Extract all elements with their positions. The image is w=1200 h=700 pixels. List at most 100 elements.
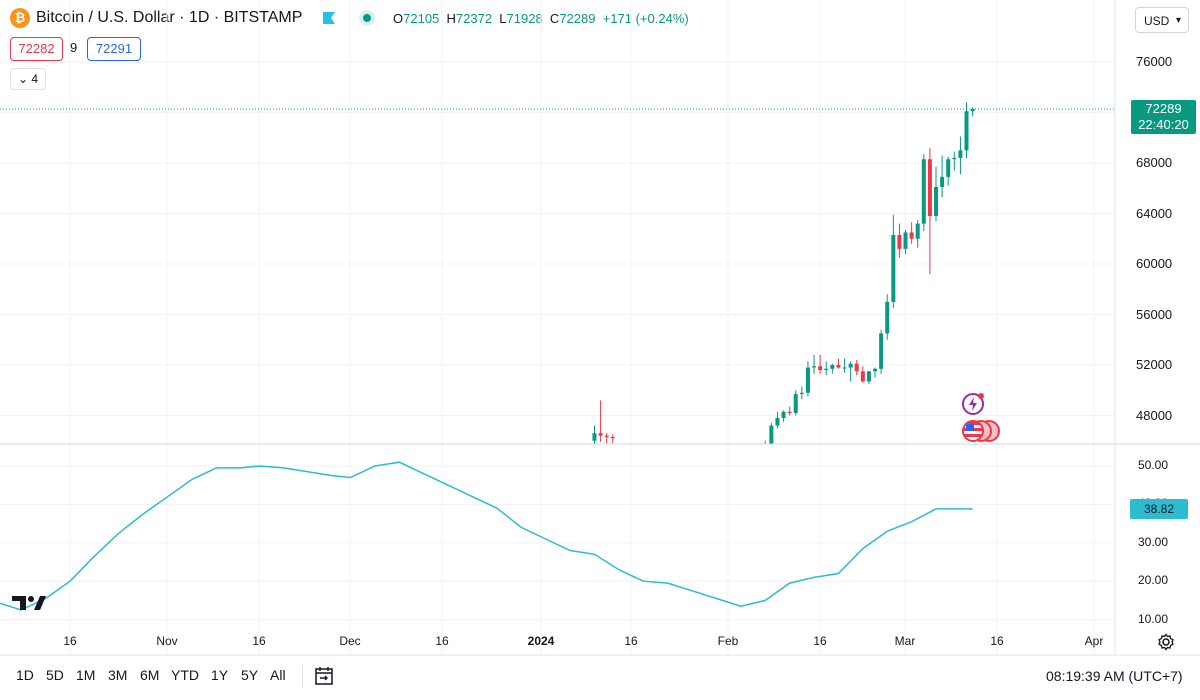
candle-body [604, 435, 609, 437]
range-button-all[interactable]: All [270, 667, 286, 683]
candle-body [781, 411, 786, 419]
range-button-ytd[interactable]: YTD [171, 667, 199, 683]
gear-icon[interactable] [1157, 633, 1175, 651]
price-axis-label: 60000 [1136, 256, 1173, 271]
spread-value: 9 [70, 40, 78, 55]
candle-body [836, 365, 841, 368]
candle-body [897, 234, 902, 249]
ohlc-close: 72289 [559, 11, 596, 26]
tradingview-logo[interactable] [12, 592, 46, 617]
chevron-down-icon: ⌄ [17, 72, 29, 86]
time-axis-label: 16 [624, 634, 638, 648]
ask-price[interactable]: 72291 [87, 37, 141, 61]
ohlc-open: 72105 [403, 11, 440, 26]
time-axis-label: 2024 [527, 634, 555, 648]
range-button-5y[interactable]: 5Y [241, 667, 259, 683]
candle-body [885, 301, 890, 334]
bitcoin-logo: ₿ [10, 8, 30, 28]
candle-body [873, 368, 878, 372]
candle-body [952, 157, 957, 160]
candle-body [793, 394, 798, 413]
candle-body [940, 176, 945, 187]
indicator-axis-label: 10.00 [1138, 611, 1169, 626]
time-axis-label: 16 [63, 634, 77, 648]
range-button-1m[interactable]: 1M [76, 667, 96, 683]
candle-body [909, 232, 914, 239]
time-axis-label: 16 [813, 634, 827, 648]
candle-body [592, 433, 597, 441]
last-price-tag: 72289 22:40:20 [1131, 100, 1196, 134]
candle-body [860, 371, 865, 382]
price-axis-label: 52000 [1136, 357, 1173, 372]
candle-body [946, 159, 951, 177]
range-button-6m[interactable]: 6M [140, 667, 160, 683]
candles [592, 102, 975, 463]
candle-body [934, 186, 939, 217]
candle-body [610, 436, 615, 439]
calendar-arrow-icon[interactable] [313, 665, 335, 687]
candle-body [818, 366, 823, 371]
indicator-plot [0, 461, 973, 611]
candle-body [787, 411, 792, 413]
candle-body [958, 150, 963, 158]
candle-body [842, 367, 847, 369]
price-axis-label: 64000 [1136, 205, 1173, 221]
candle-body [799, 392, 804, 395]
currency-select[interactable]: USD ▾ [1135, 7, 1189, 33]
lightning-event-icon[interactable] [962, 393, 984, 415]
candle-body [812, 366, 817, 368]
indicators-collapse-button[interactable]: ⌄ 4 [10, 68, 46, 90]
price-axis-label: 76000 [1136, 54, 1173, 69]
candle-body [915, 223, 920, 239]
time-axis-label: 16 [435, 634, 449, 648]
ohlc-change: +171 (+0.24%) [602, 11, 689, 26]
candle-body [927, 159, 932, 217]
candle-body [891, 234, 896, 302]
market-status-icon[interactable] [359, 10, 375, 26]
chart-header: ₿ Bitcoin / U.S. Dollar · 1D · BITSTAMP … [0, 0, 1115, 36]
indicator-axis-label: 50.00 [1138, 458, 1169, 472]
chevron-down-icon: ▾ [1175, 15, 1181, 26]
indicator-value-tag: 38.82 [1130, 499, 1188, 519]
candle-body [775, 418, 780, 426]
candle-body [879, 333, 884, 369]
candle-body [854, 363, 859, 372]
price-axis-label: 56000 [1136, 306, 1173, 322]
candle-body [763, 450, 767, 463]
range-button-3m[interactable]: 3M [108, 667, 128, 683]
flag-icon[interactable] [322, 11, 336, 25]
ohlc-high: 72372 [455, 11, 493, 26]
time-axis-label: 16 [252, 634, 266, 648]
indicator-axis-label: 20.00 [1138, 573, 1169, 588]
symbol-title[interactable]: Bitcoin / U.S. Dollar · 1D · BITSTAMP [36, 9, 303, 26]
time-axis-label: Mar [894, 634, 916, 648]
range-button-5d[interactable]: 5D [46, 667, 64, 683]
ohlc-low: 71928 [506, 11, 543, 26]
range-button-1y[interactable]: 1Y [211, 667, 229, 683]
candle-body [970, 108, 975, 112]
candle-body [598, 433, 603, 436]
indicator-axis-label: 30.00 [1138, 534, 1169, 549]
bid-price[interactable]: 72282 [10, 37, 63, 61]
time-axis-label: Dec [339, 634, 361, 648]
time-axis-label: Feb [717, 634, 739, 648]
time-axis-label: 16 [990, 634, 1004, 648]
candle-body [903, 232, 908, 249]
toolbar-divider [302, 664, 303, 688]
candle-body [866, 371, 871, 382]
price-axis-label: 48000 [1136, 407, 1173, 423]
candle-body [848, 363, 853, 368]
us-flag-event-icon[interactable] [962, 420, 984, 442]
candle-body [921, 159, 926, 224]
candle-body [964, 111, 969, 151]
candle-body [805, 367, 810, 393]
range-button-1d[interactable]: 1D [16, 667, 34, 683]
ohlc-readout: O72105 H72372 L71928 C72289 +171 (+0.24%… [393, 11, 689, 26]
clock-timezone[interactable]: 08:19:39 AM (UTC+7) [1046, 668, 1183, 684]
indicator-line [0, 461, 973, 611]
time-axis-label: Nov [156, 634, 178, 648]
price-axis-label: 68000 [1136, 155, 1173, 170]
grid-lines [0, 0, 1115, 655]
candle-body [769, 425, 774, 444]
